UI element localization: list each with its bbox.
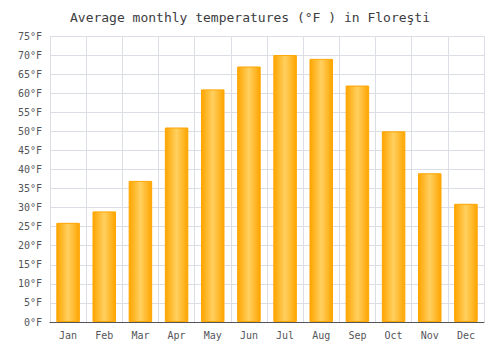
svg-text:Jan: Jan	[59, 330, 77, 341]
svg-text:Sep: Sep	[348, 330, 366, 341]
svg-text:20°F: 20°F	[18, 240, 42, 251]
svg-text:10°F: 10°F	[18, 278, 42, 289]
svg-text:30°F: 30°F	[18, 202, 42, 213]
svg-text:Nov: Nov	[421, 330, 439, 341]
svg-text:60°F: 60°F	[18, 88, 42, 99]
svg-text:Feb: Feb	[95, 330, 113, 341]
svg-text:Oct: Oct	[385, 330, 403, 341]
svg-text:35°F: 35°F	[18, 183, 42, 194]
svg-text:70°F: 70°F	[18, 50, 42, 61]
svg-text:0°F: 0°F	[24, 317, 42, 328]
svg-text:Aug: Aug	[312, 330, 330, 341]
svg-text:25°F: 25°F	[18, 221, 42, 232]
svg-text:75°F: 75°F	[18, 31, 42, 42]
svg-text:45°F: 45°F	[18, 145, 42, 156]
svg-text:Dec: Dec	[457, 330, 475, 341]
svg-text:Mar: Mar	[131, 330, 149, 341]
svg-text:50°F: 50°F	[18, 126, 42, 137]
svg-text:Jul: Jul	[276, 330, 294, 341]
svg-text:15°F: 15°F	[18, 259, 42, 270]
svg-text:65°F: 65°F	[18, 69, 42, 80]
svg-text:Apr: Apr	[168, 330, 186, 341]
svg-text:55°F: 55°F	[18, 107, 42, 118]
svg-text:May: May	[204, 330, 222, 341]
svg-text:5°F: 5°F	[24, 297, 42, 308]
svg-text:40°F: 40°F	[18, 164, 42, 175]
svg-text:Jun: Jun	[240, 330, 258, 341]
svg-text:Average monthly temperatures (: Average monthly temperatures (°F ) in Fl…	[70, 10, 430, 25]
